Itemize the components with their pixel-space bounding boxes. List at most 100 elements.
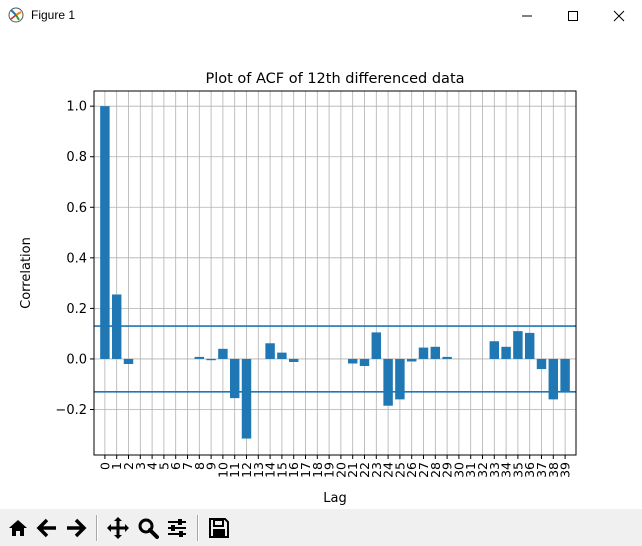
- zoom-icon: [138, 518, 159, 539]
- x-tick-label: 39: [558, 462, 573, 478]
- acf-bar: [194, 356, 205, 359]
- window-title: Figure 1: [31, 8, 76, 22]
- home-icon: [9, 520, 27, 536]
- x-tick-label: 11: [227, 462, 242, 478]
- x-tick-label: 0: [97, 462, 112, 470]
- maximize-button[interactable]: [550, 0, 596, 31]
- acf-bar: [229, 358, 240, 399]
- pan-icon: [107, 517, 129, 539]
- acf-bar: [489, 341, 500, 359]
- x-tick-label: 18: [310, 462, 325, 478]
- x-tick-label: 28: [428, 462, 443, 478]
- acf-bar: [288, 358, 299, 362]
- x-tick-label: 27: [416, 462, 431, 478]
- x-tick-label: 37: [534, 462, 549, 478]
- close-icon: [613, 10, 625, 21]
- x-tick-label: 15: [274, 462, 289, 478]
- x-tick-label: 8: [192, 462, 207, 470]
- y-tick-label: 0.2: [66, 302, 87, 317]
- acf-bar: [406, 358, 417, 362]
- x-tick-label: 23: [369, 462, 384, 478]
- acf-bar: [536, 358, 547, 370]
- matplotlib-icon: [8, 7, 24, 23]
- x-tick-label: 32: [475, 462, 490, 478]
- acf-bar: [371, 332, 382, 359]
- acf-bar: [524, 332, 535, 359]
- x-tick-label: 17: [298, 462, 313, 478]
- x-tick-label: 20: [333, 462, 348, 478]
- x-tick-label: 12: [239, 462, 254, 478]
- x-tick-label: 33: [487, 462, 502, 478]
- x-tick-label: 21: [345, 462, 360, 478]
- x-tick-label: 22: [357, 462, 372, 478]
- x-tick-label: 10: [215, 462, 230, 478]
- maximize-icon: [568, 10, 578, 21]
- x-tick-label: 6: [168, 462, 183, 470]
- forward-button[interactable]: [63, 514, 89, 542]
- x-tick-label: 30: [451, 462, 466, 478]
- axes-frame: [93, 90, 577, 456]
- x-tick-label: 16: [286, 462, 301, 478]
- y-tick-label: 1.0: [66, 100, 87, 115]
- acf-bar: [430, 346, 441, 359]
- chart-title: Plot of ACF of 12th differenced data: [205, 71, 464, 87]
- x-tick-label: 35: [510, 462, 525, 478]
- y-axis-label: Correlation: [19, 237, 34, 309]
- x-tick-label: 14: [263, 462, 278, 478]
- y-tick-label: 0.8: [66, 150, 87, 165]
- acf-chart: 1.00.80.60.40.20.0−0.2 01234567891011121…: [19, 71, 577, 506]
- y-tick-label: 0.0: [66, 352, 87, 367]
- acf-bar: [123, 358, 134, 364]
- acf-bar: [100, 106, 110, 359]
- toolbar-separator: [197, 515, 198, 541]
- configure-subplots-icon: [168, 519, 186, 537]
- x-tick-label: 3: [133, 462, 148, 470]
- back-button[interactable]: [34, 514, 60, 542]
- x-tick-label: 13: [251, 462, 266, 478]
- minimize-icon: [522, 15, 532, 16]
- acf-bar: [395, 358, 405, 400]
- save-icon: [209, 518, 229, 538]
- acf-bar: [265, 343, 275, 359]
- back-arrow-icon: [36, 518, 56, 538]
- x-tick-label: 36: [522, 462, 537, 478]
- forward-arrow-icon: [67, 518, 87, 538]
- save-button[interactable]: [206, 514, 232, 542]
- x-tick-label: 1: [109, 462, 124, 470]
- acf-bar: [277, 352, 287, 359]
- y-tick-label: 0.4: [66, 251, 87, 266]
- figure-canvas[interactable]: 1.0 0.8 0.6 0.4 0.2 0.0 −0.2 0 1 2 3 4 5 6 7 8 9 10 11 12 1…: [0, 31, 642, 509]
- configure-subplots-button[interactable]: [164, 514, 190, 542]
- x-tick-label: 9: [204, 462, 219, 470]
- x-tick-label: 34: [499, 462, 514, 478]
- home-button[interactable]: [5, 514, 31, 542]
- x-tick-label: 19: [322, 462, 337, 478]
- x-tick-label: 2: [121, 462, 136, 470]
- pan-button[interactable]: [105, 514, 131, 542]
- acf-bar: [359, 358, 370, 367]
- minimize-button[interactable]: [504, 0, 550, 31]
- acf-bar: [513, 331, 523, 359]
- y-tick-label: −0.2: [55, 403, 87, 418]
- window-titlebar: Figure 1: [0, 0, 642, 31]
- zoom-button[interactable]: [135, 514, 161, 542]
- acf-bar: [418, 347, 429, 359]
- acf-bar: [383, 358, 393, 406]
- acf-bar: [347, 358, 358, 364]
- toolbar-separator-highlight: [97, 515, 98, 541]
- x-tick-label: 24: [381, 462, 396, 478]
- acf-bar: [442, 356, 452, 359]
- x-tick-label: 7: [180, 462, 195, 470]
- close-button[interactable]: [596, 0, 642, 31]
- x-tick-label: 4: [145, 462, 160, 470]
- acf-bar: [501, 346, 511, 359]
- x-tick-label: 29: [440, 462, 455, 478]
- x-tick-label: 31: [463, 462, 478, 478]
- acf-bar: [548, 358, 559, 400]
- x-tick-label: 5: [156, 462, 171, 470]
- x-tick-label: 38: [546, 462, 561, 478]
- acf-bar: [241, 358, 252, 439]
- acf-bar: [206, 358, 216, 361]
- acf-bar: [560, 358, 570, 392]
- x-axis-label: Lag: [323, 491, 346, 506]
